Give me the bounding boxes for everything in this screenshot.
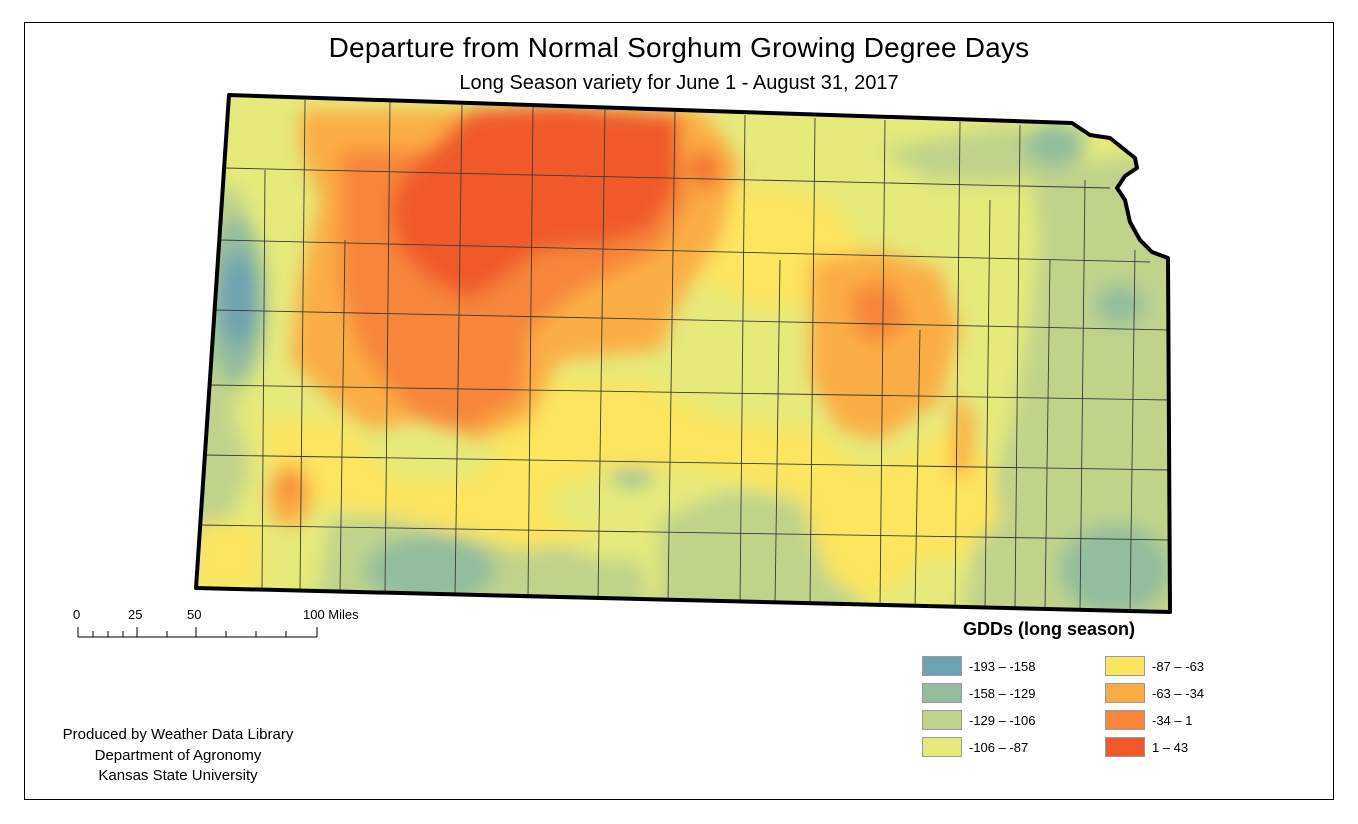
- legend-swatch: [1105, 656, 1145, 676]
- map-title: Departure from Normal Sorghum Growing De…: [328, 32, 1030, 63]
- credit-line-3: Kansas State University: [98, 767, 258, 784]
- legend-item: -87 – -63: [1105, 656, 1204, 676]
- county-lines: [199, 99, 1170, 612]
- scale-label-25: 25: [128, 607, 143, 622]
- legend-title: GDDs (long season): [963, 619, 1136, 639]
- legend-item: -34 – 1: [1105, 710, 1192, 730]
- legend-swatch: [922, 656, 962, 676]
- legend-label: -34 – 1: [1152, 712, 1193, 728]
- legend-item: 1 – 43: [1105, 737, 1188, 757]
- map-frame: [24, 22, 1334, 800]
- legend-item: -106 – -87: [922, 737, 1028, 757]
- legend-swatch: [1105, 710, 1145, 730]
- scale-label-100-miles: 100 Miles: [303, 607, 359, 622]
- legend-label: -106 – -87: [969, 739, 1029, 755]
- legend-swatch: [1105, 737, 1145, 757]
- scale-label-50: 50: [187, 607, 202, 622]
- legend-swatch: [922, 683, 962, 703]
- legend-label: -63 – -34: [1152, 685, 1205, 701]
- credit-line-2: Department of Agronomy: [94, 747, 262, 764]
- legend-label: -87 – -63: [1152, 658, 1205, 674]
- scale-bar: [77, 627, 318, 638]
- legend-swatch: [922, 737, 962, 757]
- map-subtitle: Long Season variety for June 1 - August …: [459, 72, 899, 94]
- legend-label: -129 – -106: [969, 712, 1036, 728]
- legend-item: -63 – -34: [1105, 683, 1204, 703]
- kansas-state-outline: [194, 93, 1172, 614]
- legend-item: -158 – -129: [922, 683, 1036, 703]
- gdd-surface: [196, 95, 1170, 612]
- scale-label-0: 0: [73, 607, 81, 622]
- gdd-zones: [196, 105, 1170, 612]
- legend-label: -193 – -158: [969, 658, 1036, 674]
- legend-label: -158 – -129: [969, 685, 1036, 701]
- legend-item: -193 – -158: [922, 656, 1036, 676]
- legend-swatch: [1105, 683, 1145, 703]
- legend-label: 1 – 43: [1152, 739, 1189, 755]
- legend-item: -129 – -106: [922, 710, 1036, 730]
- credit-line-1: Produced by Weather Data Library: [62, 726, 294, 743]
- legend-swatch: [922, 710, 962, 730]
